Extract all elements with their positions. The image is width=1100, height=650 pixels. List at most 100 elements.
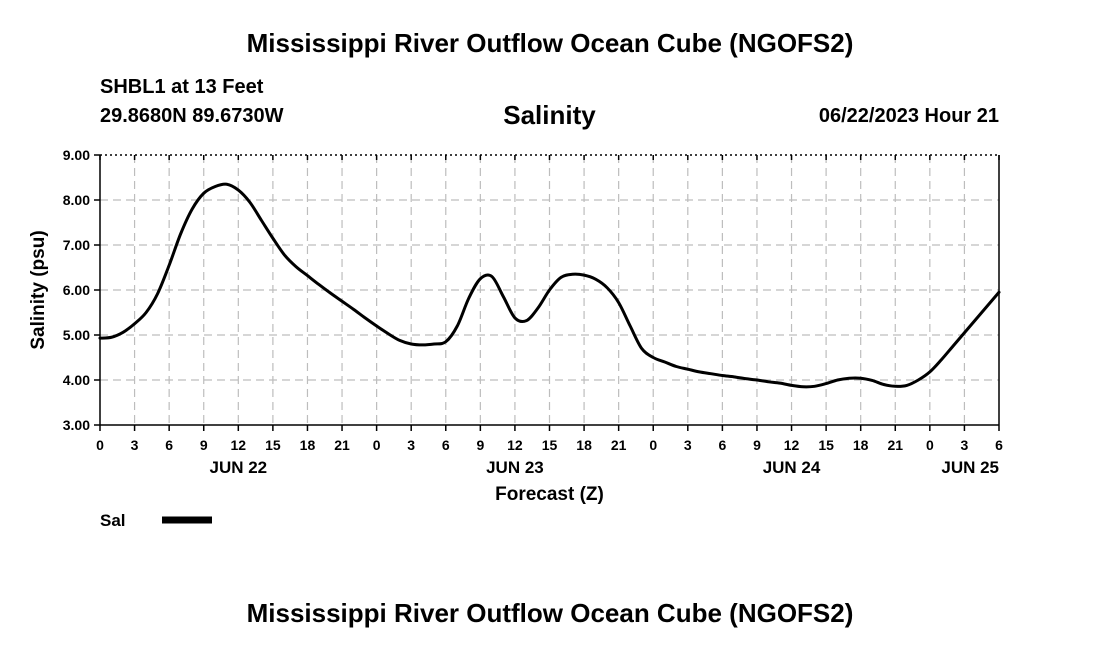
data-point	[352, 308, 355, 311]
data-point	[629, 325, 632, 328]
x-date-label: JUN 22	[209, 458, 267, 477]
data-point	[191, 208, 194, 211]
data-point	[894, 385, 897, 388]
x-axis-label: Forecast (Z)	[495, 484, 604, 505]
data-point	[237, 189, 240, 192]
data-point	[145, 311, 148, 314]
x-tick-label: 21	[887, 437, 903, 453]
data-point	[375, 325, 378, 328]
page-title-bottom: Mississippi River Outflow Ocean Cube (NG…	[246, 598, 854, 628]
x-tick-label: 9	[200, 437, 208, 453]
data-point	[248, 201, 251, 204]
x-tick-label: 15	[265, 437, 281, 453]
data-point	[410, 343, 413, 346]
data-point	[859, 377, 862, 380]
x-tick-label: 18	[853, 437, 869, 453]
x-tick-label: 0	[649, 437, 657, 453]
series-layer	[98, 182, 1001, 389]
data-point	[583, 274, 586, 277]
data-point	[133, 322, 136, 325]
data-point	[882, 383, 885, 386]
data-point	[928, 370, 931, 373]
data-point	[479, 277, 482, 280]
data-point	[122, 331, 125, 334]
x-tick-label: 0	[373, 437, 381, 453]
x-tick-label: 3	[131, 437, 139, 453]
data-point	[606, 286, 609, 289]
data-point	[548, 289, 551, 292]
x-tick-label: 15	[542, 437, 558, 453]
y-tick-label: 8.00	[63, 192, 90, 208]
x-tick-label: 12	[507, 437, 523, 453]
data-point	[974, 318, 977, 321]
y-tick-label: 3.00	[63, 417, 90, 433]
station-label: SHBL1 at 13 Feet	[100, 76, 264, 98]
data-point	[421, 343, 424, 346]
data-point	[536, 307, 539, 310]
data-point	[271, 237, 274, 240]
data-point	[871, 379, 874, 382]
x-tick-label: 9	[476, 437, 484, 453]
x-tick-label: 6	[995, 437, 1003, 453]
y-tick-label: 4.00	[63, 372, 90, 388]
data-point	[364, 316, 367, 319]
data-point	[341, 300, 344, 303]
legend-label: Sal	[100, 511, 126, 530]
data-point	[663, 361, 666, 364]
data-point	[179, 232, 182, 235]
data-point	[986, 304, 989, 307]
x-tick-label: 21	[334, 437, 350, 453]
data-point	[294, 265, 297, 268]
data-point	[951, 345, 954, 348]
chart-legend: Sal	[100, 511, 212, 530]
data-point	[709, 372, 712, 375]
data-point	[998, 291, 1001, 294]
data-point	[732, 375, 735, 378]
x-tick-label: 3	[407, 437, 415, 453]
data-point	[802, 385, 805, 388]
x-tick-label: 0	[926, 437, 934, 453]
x-tick-label: 6	[165, 437, 173, 453]
data-point	[963, 331, 966, 334]
data-point	[744, 377, 747, 380]
chart-labels: 3.00 4.00 5.00 6.00 7.00 8.00 9.00 0 3 6 9 12 15 18 21…	[28, 100, 1003, 505]
data-point	[225, 183, 228, 186]
forecast-date: 06/22/2023 Hour 21	[818, 105, 999, 127]
x-tick-label: 3	[961, 437, 969, 453]
x-tick-label: 6	[718, 437, 726, 453]
data-point	[594, 278, 597, 281]
grid-lines	[100, 155, 999, 425]
data-point	[571, 273, 574, 276]
data-point	[755, 379, 758, 382]
x-tick-label: 18	[576, 437, 592, 453]
data-point	[168, 264, 171, 267]
data-point	[560, 276, 563, 279]
series-line-sal	[98, 182, 1001, 389]
data-point	[813, 385, 816, 388]
data-point	[940, 358, 943, 361]
data-point	[917, 379, 920, 382]
data-point	[905, 384, 908, 387]
x-tick-label: 21	[611, 437, 627, 453]
data-point	[433, 343, 436, 346]
data-point	[767, 380, 770, 383]
page-title-top: Mississippi River Outflow Ocean Cube (NG…	[246, 28, 854, 58]
data-point	[387, 332, 390, 335]
data-point	[317, 283, 320, 286]
y-axis-label: Salinity (psu)	[28, 230, 49, 349]
data-point	[652, 356, 655, 359]
chart-axes	[94, 154, 1000, 431]
data-point	[675, 365, 678, 368]
chart-title: Salinity	[503, 100, 596, 130]
data-point	[329, 292, 332, 295]
data-point	[836, 379, 839, 382]
data-point	[444, 340, 447, 343]
data-point	[848, 377, 851, 380]
x-tick-label: 0	[96, 437, 104, 453]
y-tick-label: 5.00	[63, 327, 90, 343]
data-point	[467, 297, 470, 300]
data-point	[110, 336, 113, 339]
data-point	[617, 301, 620, 304]
